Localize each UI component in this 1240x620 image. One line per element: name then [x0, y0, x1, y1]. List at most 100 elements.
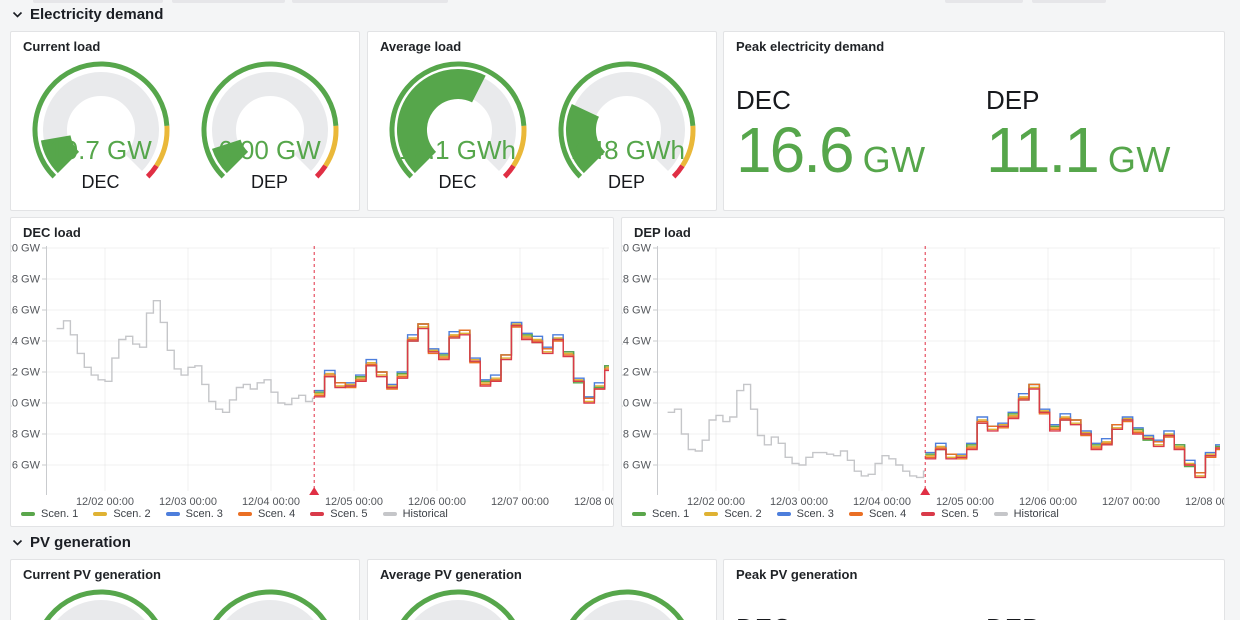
legend-item[interactable]: Scen. 3: [165, 508, 223, 520]
svg-text:6 GW: 6 GW: [12, 460, 41, 472]
dep-load-chart[interactable]: 20 GW 18 GW 16 GW 14 GW 12 GW 10 GW 8 GW 6 GW 12…: [622, 218, 1225, 515]
svg-text:14 GW: 14 GW: [11, 336, 41, 348]
svg-text:20 GW: 20 GW: [622, 243, 652, 255]
legend-item[interactable]: Scen. 1: [632, 508, 689, 520]
svg-text:12/04 00:00: 12/04 00:00: [853, 496, 911, 508]
panel-title: Current load: [23, 39, 101, 54]
dec-load-chart[interactable]: 20 GW 18 GW 16 GW 14 GW 12 GW 10 GW 8 GW 6 GW 12…: [11, 218, 613, 515]
section-header-electricity-demand[interactable]: Electricity demand: [12, 3, 163, 25]
legend-swatch: [165, 512, 180, 516]
legend-item[interactable]: Scen. 1: [21, 508, 78, 520]
legend-swatch: [21, 512, 35, 516]
svg-text:14 GW: 14 GW: [622, 336, 652, 348]
section-title: PV generation: [30, 533, 131, 551]
toolbar-button-remnant[interactable]: [1032, 0, 1106, 3]
stat-value: 16.6: [736, 114, 855, 186]
panel-average-load: Average load 12.1 GWh DEC 7.48 GWh DEP: [367, 31, 717, 211]
legend-item[interactable]: Scen. 2: [93, 508, 151, 520]
legend-label: Scen. 2: [724, 508, 762, 520]
toolbar-button-remnant[interactable]: [945, 0, 1023, 3]
gauge-value: 6.00 GW: [218, 135, 321, 165]
panel-title: Peak PV generation: [736, 567, 858, 582]
gauge-arc: [570, 589, 684, 620]
svg-text:16 GW: 16 GW: [622, 305, 652, 317]
legend-swatch: [776, 512, 791, 516]
legend-swatch: [237, 512, 252, 516]
panel-average-pv-generation: Average PV generation: [367, 559, 717, 620]
stat-label: DEC: [736, 613, 974, 620]
svg-text:18 GW: 18 GW: [622, 274, 652, 286]
stat-label: DEP: [986, 613, 1224, 620]
panel-title: DEP load: [634, 225, 691, 240]
stat-label: DEC: [736, 85, 791, 115]
section-header-pv-generation[interactable]: PV generation: [12, 531, 131, 553]
svg-text:12/06 00:00: 12/06 00:00: [1019, 496, 1077, 508]
gauge-dec: [16, 586, 185, 620]
legend-swatch: [848, 512, 863, 516]
panel-dep-load: DEP load 20 GW 18 GW 16 GW 14 GW 12 GW 10 GW 8…: [621, 217, 1225, 527]
legend-swatch: [704, 512, 719, 516]
gauge-arc: [389, 61, 527, 179]
legend-label: Scen. 3: [185, 508, 223, 520]
svg-text:12/05 00:00: 12/05 00:00: [936, 496, 994, 508]
svg-text:8 GW: 8 GW: [623, 429, 652, 441]
gauge-arc: [213, 589, 327, 620]
svg-text:12/07 00:00: 12/07 00:00: [1102, 496, 1160, 508]
legend-item[interactable]: Scen. 4: [848, 508, 907, 520]
stat-dec: DEC: [724, 586, 974, 620]
svg-text:12 GW: 12 GW: [622, 367, 652, 379]
gauge-value: 7.48 GWh: [567, 135, 686, 165]
gauge-dep: 6.00 GW DEP: [185, 58, 354, 193]
svg-text:10 GW: 10 GW: [11, 398, 41, 410]
legend-item[interactable]: Historical: [382, 508, 448, 520]
panel-peak-pv-generation: Peak PV generation DEC DEP: [723, 559, 1225, 620]
toolbar-button-remnant[interactable]: [172, 0, 285, 3]
gauge-arc: [201, 61, 339, 179]
panel-title: Average load: [380, 39, 462, 54]
chart-legend: Scen. 1 Scen. 2 Scen. 3 Scen. 4 Scen. 5 Histo…: [21, 508, 448, 520]
stat-unit: GW: [1107, 139, 1171, 180]
gauge-dep: [542, 586, 711, 620]
legend-item[interactable]: Historical: [993, 508, 1059, 520]
legend-item[interactable]: Scen. 5: [921, 508, 979, 520]
legend-item[interactable]: Scen. 5: [310, 508, 368, 520]
chart-legend: Scen. 1 Scen. 2 Scen. 3 Scen. 4 Scen. 5 Histo…: [632, 508, 1059, 520]
legend-label: Scen. 1: [652, 508, 690, 520]
toolbar-button-remnant[interactable]: [292, 0, 448, 3]
svg-text:12/03 00:00: 12/03 00:00: [159, 496, 217, 508]
legend-label: Scen. 1: [41, 508, 79, 520]
panel-current-pv-generation: Current PV generation: [10, 559, 360, 620]
legend-label: Historical: [1013, 508, 1059, 520]
gauge-dec: [373, 586, 542, 620]
gauge-arc: [401, 589, 515, 620]
legend-item[interactable]: Scen. 3: [776, 508, 834, 520]
svg-text:10 GW: 10 GW: [622, 398, 652, 410]
stat-value: 11.1: [986, 114, 1100, 186]
gauge-value: 12.1 GWh: [398, 135, 517, 165]
svg-text:20 GW: 20 GW: [11, 243, 41, 255]
panel-title: Current PV generation: [23, 567, 161, 582]
legend-swatch: [632, 512, 646, 516]
stat-dep: DEP: [974, 586, 1224, 620]
svg-text:12/02 00:00: 12/02 00:00: [687, 496, 745, 508]
stat-dep: DEP 11.1 GW: [974, 58, 1224, 185]
legend-label: Scen. 2: [113, 508, 151, 520]
legend-label: Scen. 5: [330, 508, 368, 520]
legend-item[interactable]: Scen. 2: [704, 508, 762, 520]
section-title: Electricity demand: [30, 5, 164, 23]
legend-label: Scen. 4: [868, 508, 907, 520]
svg-text:12/02 00:00: 12/02 00:00: [76, 496, 134, 508]
legend-item[interactable]: Scen. 4: [237, 508, 295, 520]
gauge-arc: [558, 61, 696, 179]
gauge-dec: 12.1 GWh DEC: [373, 58, 542, 193]
stat-label: DEP: [986, 85, 1040, 115]
stat-dec: DEC 16.6 GW: [724, 58, 974, 185]
panel-title: Average PV generation: [380, 567, 522, 582]
gauge-dec: 10.7 GW DEC: [16, 58, 185, 193]
gauge-label: DEC: [81, 172, 120, 192]
panel-dec-load: DEC load 20 GW 18 GW 16 GW 14 GW 12 GW 10 GW 8…: [10, 217, 614, 527]
svg-text:12/08 00:00: 12/08 00:00: [1185, 496, 1225, 508]
svg-text:12/03 00:00: 12/03 00:00: [770, 496, 828, 508]
toolbar-button-remnant[interactable]: [33, 0, 163, 3]
